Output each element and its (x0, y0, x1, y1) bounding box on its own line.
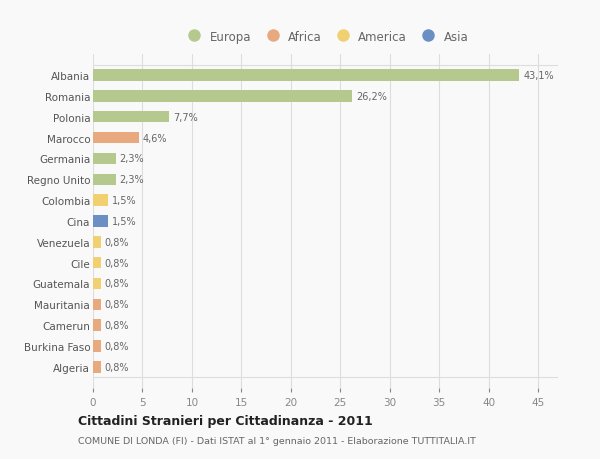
Bar (93, 278, 101, 290)
Text: 0,8%: 0,8% (105, 300, 130, 310)
Bar (93, 133, 139, 144)
Text: 43,1%: 43,1% (523, 71, 554, 81)
Bar (93, 91, 352, 102)
Bar (93, 153, 116, 165)
Bar (93, 299, 101, 310)
Bar (93, 70, 520, 82)
Text: 0,8%: 0,8% (105, 279, 130, 289)
Bar (93, 361, 101, 373)
Legend: Europa, Africa, America, Asia: Europa, Africa, America, Asia (180, 28, 471, 46)
Bar (93, 195, 108, 207)
Text: 0,8%: 0,8% (105, 362, 130, 372)
Bar (93, 341, 101, 352)
Text: 2,3%: 2,3% (120, 154, 145, 164)
Text: 0,8%: 0,8% (105, 320, 130, 330)
Bar (93, 257, 101, 269)
Text: COMUNE DI LONDA (FI) - Dati ISTAT al 1° gennaio 2011 - Elaborazione TUTTITALIA.I: COMUNE DI LONDA (FI) - Dati ISTAT al 1° … (78, 436, 476, 445)
Text: 7,7%: 7,7% (173, 112, 198, 123)
Bar (93, 216, 108, 227)
Text: 0,8%: 0,8% (105, 341, 130, 351)
Text: 1,5%: 1,5% (112, 217, 136, 226)
Text: 4,6%: 4,6% (142, 133, 167, 143)
Bar (93, 236, 101, 248)
Bar (93, 174, 116, 185)
Bar (93, 320, 101, 331)
Text: 2,3%: 2,3% (120, 175, 145, 185)
Text: Cittadini Stranieri per Cittadinanza - 2011: Cittadini Stranieri per Cittadinanza - 2… (78, 414, 373, 428)
Text: 1,5%: 1,5% (112, 196, 136, 206)
Text: 0,8%: 0,8% (105, 258, 130, 268)
Bar (93, 112, 169, 123)
Text: 0,8%: 0,8% (105, 237, 130, 247)
Text: 26,2%: 26,2% (356, 92, 387, 102)
